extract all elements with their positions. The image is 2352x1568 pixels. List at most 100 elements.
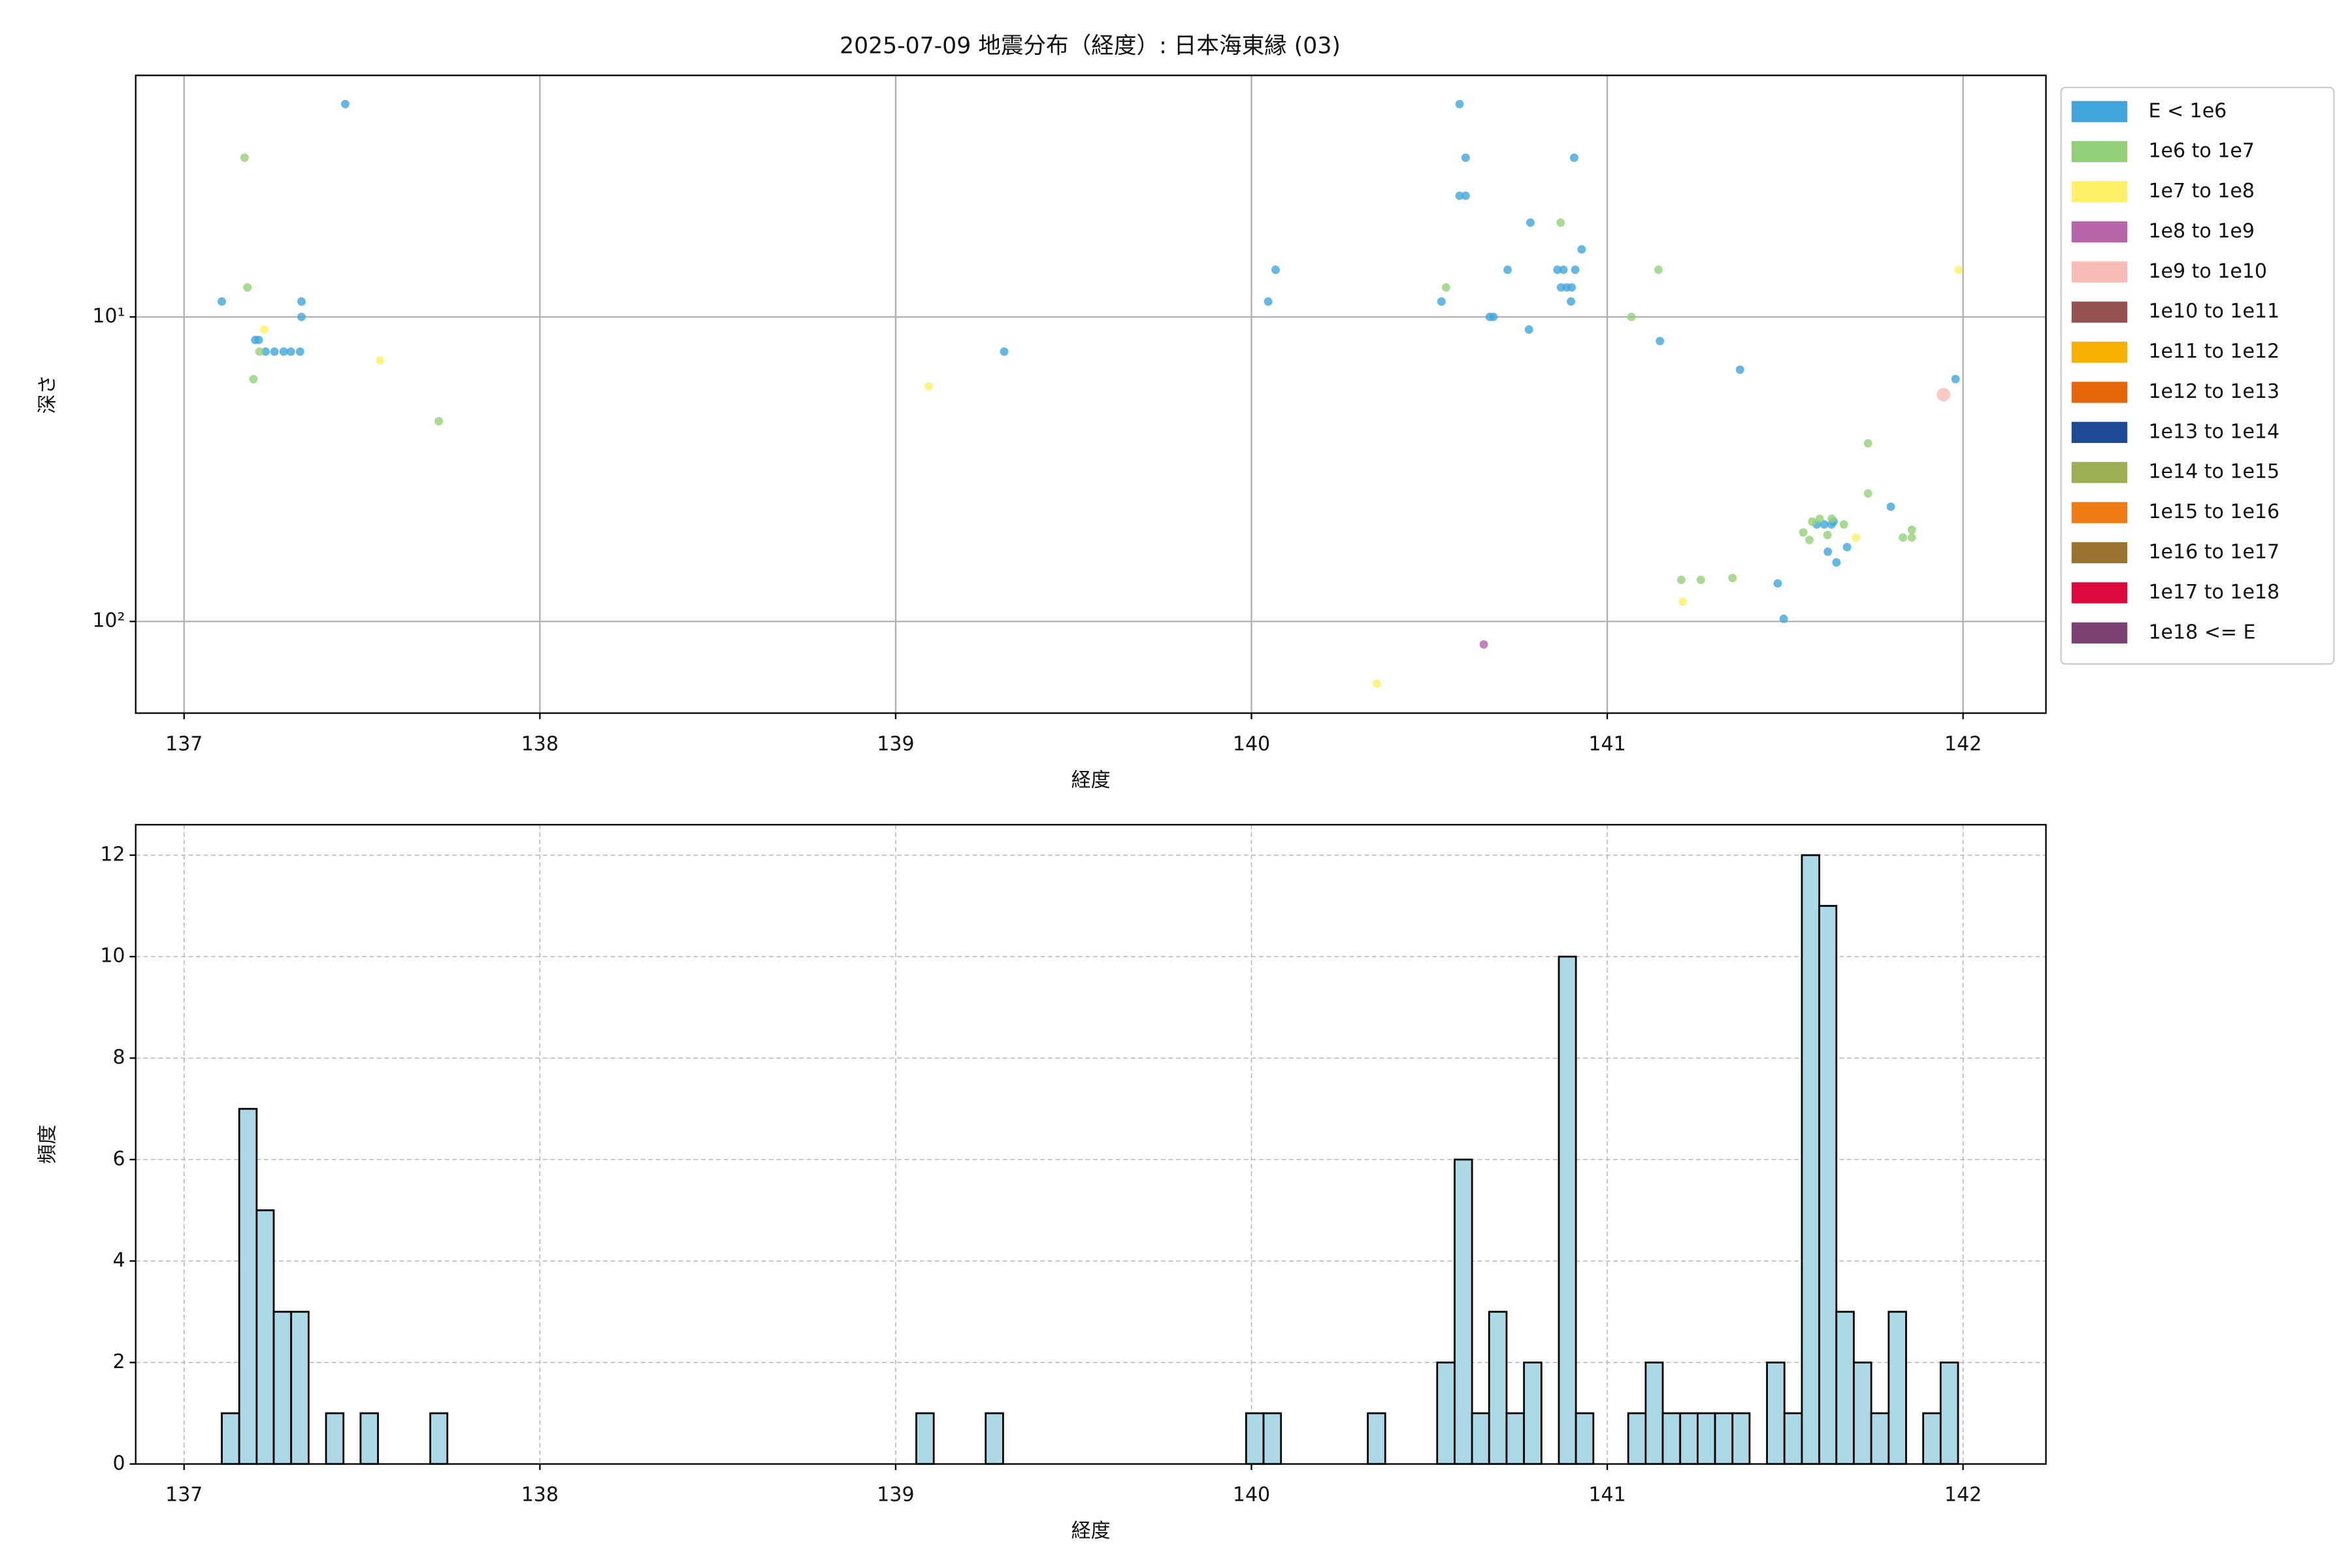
scatter-point bbox=[1676, 576, 1686, 584]
y-tick-label: 10 bbox=[100, 945, 125, 968]
histogram-bar bbox=[325, 1412, 345, 1465]
scatter-point bbox=[1489, 312, 1498, 321]
histogram-bar bbox=[1870, 1412, 1890, 1465]
y-tick-label: 4 bbox=[112, 1249, 125, 1272]
histogram-bar bbox=[1835, 1311, 1855, 1465]
scatter-point bbox=[1728, 574, 1737, 583]
legend-swatch bbox=[2071, 181, 2128, 203]
histogram-bar bbox=[1262, 1412, 1282, 1465]
histogram-bar bbox=[1245, 1412, 1265, 1465]
histogram-bar bbox=[1887, 1311, 1907, 1465]
scatter-point bbox=[279, 347, 288, 356]
x-axis-label: 経度 bbox=[1071, 1520, 1111, 1543]
histogram-bar bbox=[1488, 1311, 1508, 1465]
scatter-point bbox=[1696, 576, 1705, 584]
x-tick-label: 139 bbox=[877, 733, 914, 756]
scatter-point bbox=[1808, 517, 1817, 526]
scatter-point bbox=[1678, 597, 1687, 606]
histogram-bar bbox=[290, 1311, 310, 1465]
legend-swatch bbox=[2071, 542, 2128, 564]
scatter-point bbox=[434, 417, 444, 426]
scatter-point bbox=[1827, 514, 1837, 523]
scatter-point bbox=[1863, 489, 1872, 498]
scatter-point bbox=[1823, 547, 1833, 556]
scatter-point bbox=[1842, 542, 1852, 551]
histogram-bar bbox=[1627, 1412, 1647, 1465]
x-tick-label: 142 bbox=[1944, 733, 1982, 756]
scatter-point bbox=[1735, 365, 1744, 374]
scatter-point bbox=[1479, 640, 1488, 649]
legend-swatch bbox=[2071, 502, 2128, 523]
x-tick-label: 141 bbox=[1588, 1484, 1625, 1507]
scatter-point bbox=[1553, 265, 1562, 274]
scatter-point bbox=[1951, 374, 1960, 384]
legend-label: 1e8 to 1e9 bbox=[2148, 220, 2254, 242]
legend-swatch bbox=[2071, 101, 2128, 122]
scatter-point bbox=[1805, 536, 1814, 544]
histogram-bar bbox=[1558, 955, 1577, 1465]
scatter-point bbox=[1773, 579, 1782, 588]
scatter-point bbox=[340, 99, 350, 108]
legend-label: 1e12 to 1e13 bbox=[2148, 380, 2279, 403]
histogram-bar bbox=[359, 1412, 379, 1465]
legend-label: 1e6 to 1e7 bbox=[2148, 140, 2254, 163]
x-tick-label: 142 bbox=[1944, 1484, 1982, 1507]
scatter-point bbox=[1271, 265, 1280, 274]
scatter-point bbox=[1559, 265, 1568, 274]
scatter-point bbox=[1799, 528, 1808, 537]
scatter-point bbox=[1461, 153, 1470, 162]
legend-label: 1e17 to 1e18 bbox=[2148, 581, 2279, 604]
y-tick-label: 10² bbox=[92, 610, 125, 632]
scatter-point bbox=[1264, 297, 1273, 306]
scatter-point bbox=[1461, 191, 1470, 201]
legend-swatch bbox=[2071, 421, 2128, 443]
scatter-point bbox=[249, 374, 258, 384]
y-tick-label: 6 bbox=[112, 1147, 125, 1170]
x-tick-label: 141 bbox=[1588, 733, 1625, 756]
scatter-point bbox=[1000, 347, 1009, 356]
scatter-point bbox=[1441, 283, 1450, 292]
scatter-point bbox=[1899, 533, 1908, 542]
scatter-point bbox=[1524, 325, 1533, 334]
legend-swatch bbox=[2071, 622, 2128, 644]
histogram-bar bbox=[221, 1412, 240, 1465]
legend-label: 1e15 to 1e16 bbox=[2148, 500, 2279, 523]
histogram-bar bbox=[1922, 1412, 1942, 1465]
histogram-bar bbox=[1801, 854, 1821, 1465]
x-tick-label: 137 bbox=[165, 1484, 203, 1507]
histogram-bar bbox=[1454, 1158, 1473, 1465]
legend-swatch bbox=[2071, 301, 2128, 323]
legend-box bbox=[2060, 86, 2335, 665]
scatter-point bbox=[1852, 533, 1861, 542]
scatter-point bbox=[297, 312, 306, 321]
histogram-bar bbox=[1523, 1362, 1543, 1465]
scatter-point bbox=[243, 283, 252, 292]
legend-label: 1e10 to 1e11 bbox=[2148, 300, 2279, 323]
legend-label: 1e18 <= E bbox=[2148, 621, 2255, 644]
scatter-point bbox=[1503, 265, 1512, 274]
scatter-point bbox=[1567, 297, 1575, 306]
legend-swatch bbox=[2071, 382, 2128, 403]
scatter-point bbox=[1936, 387, 1951, 402]
chart-title: 2025-07-09 地震分布（経度）: 日本海東縁 (03) bbox=[840, 33, 1341, 59]
scatter-point bbox=[255, 347, 264, 356]
histogram-bar bbox=[1679, 1412, 1699, 1465]
scatter-point bbox=[1372, 679, 1381, 688]
scatter-point bbox=[1627, 312, 1636, 321]
y-tick-label: 2 bbox=[112, 1350, 125, 1373]
scatter-point bbox=[1863, 439, 1872, 448]
legend-swatch bbox=[2071, 582, 2128, 604]
legend-swatch bbox=[2071, 141, 2128, 163]
scatter-point bbox=[924, 382, 934, 391]
scatter-point bbox=[254, 335, 263, 344]
legend-label: 1e14 to 1e15 bbox=[2148, 461, 2279, 483]
legend-swatch bbox=[2071, 261, 2128, 283]
y-tick-label: 12 bbox=[100, 843, 125, 866]
scatter-point bbox=[1820, 520, 1829, 529]
plot-frame bbox=[135, 824, 2047, 1465]
scatter-point bbox=[218, 297, 226, 306]
histogram-bar bbox=[985, 1412, 1004, 1465]
histogram-bar bbox=[1436, 1362, 1456, 1465]
x-axis-label: 経度 bbox=[1071, 769, 1111, 792]
